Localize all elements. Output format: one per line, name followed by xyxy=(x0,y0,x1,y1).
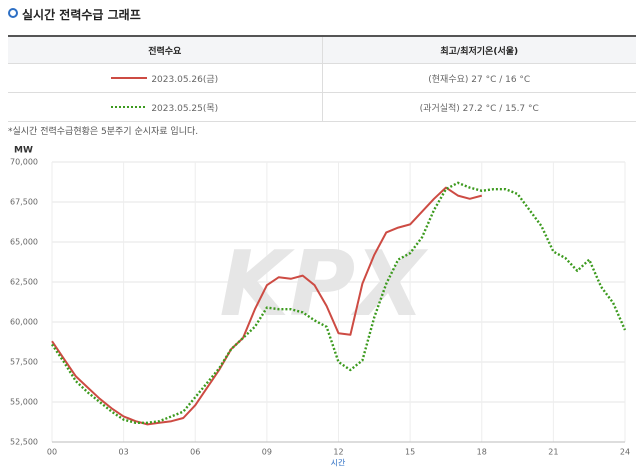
y-tick-label: 65,000 xyxy=(10,238,38,247)
series-line xyxy=(51,181,627,424)
x-tick-label: 09 xyxy=(262,448,272,457)
y-axis-label: MW xyxy=(14,146,33,156)
x-tick-label: 24 xyxy=(620,448,630,457)
x-tick-label: 06 xyxy=(190,448,200,457)
legend-table: 전력수요 최고/최저기온(서울) 2023.05.26(금) (현재수요) 27… xyxy=(8,35,636,122)
y-tick-label: 55,000 xyxy=(10,398,38,407)
note: *실시간 전력수급현황은 5분주기 순시자료 입니다. xyxy=(8,127,199,137)
x-tick-label: 21 xyxy=(548,448,558,457)
x-axis-label: 시간 xyxy=(331,458,346,468)
y-tick-label: 67,500 xyxy=(10,198,38,207)
legend-label: 2023.05.25(목) xyxy=(151,103,219,114)
temp-cell: (현재수요) 27 °C / 16 °C xyxy=(321,64,637,92)
table-row: 2023.05.25(목) (과거실적) 27.2 °C / 15.7 °C xyxy=(8,93,636,122)
legend-label: 2023.05.26(금) xyxy=(151,74,219,85)
header-cell: 최고/최저기온(서울) xyxy=(321,37,637,63)
x-tick-label: 18 xyxy=(477,448,487,457)
x-tick-label: 12 xyxy=(333,448,343,457)
legend-swatch xyxy=(111,106,148,108)
y-tick-label: 70,000 xyxy=(10,158,38,167)
x-tick-label: 03 xyxy=(119,448,129,457)
grid xyxy=(51,161,626,443)
watermark: KPX xyxy=(219,232,429,337)
x-tick-label: 15 xyxy=(405,448,415,457)
table-row: 2023.05.26(금) (현재수요) 27 °C / 16 °C xyxy=(8,64,636,93)
chart: KPX MW 시간 52,500 55,000 57,500 60,000 62,500… xyxy=(10,146,630,468)
y-tick-label: 57,500 xyxy=(10,358,38,367)
header-cell: 전력수요 xyxy=(148,46,182,57)
table-header: 전력수요 최고/최저기온(서울) xyxy=(8,37,636,64)
y-tick-label: 52,500 xyxy=(10,438,38,447)
legend-cell: 2023.05.25(목) xyxy=(8,93,322,121)
temp-cell: (과거실적) 27.2 °C / 15.7 °C xyxy=(321,93,637,121)
title-text: 실시간 전력수급 그래프 xyxy=(22,8,141,22)
section-title: 실시간 전력수급 그래프 xyxy=(8,6,141,23)
legend-cell: 2023.05.26(금) xyxy=(8,64,322,92)
series-line xyxy=(51,186,483,426)
y-tick-label: 62,500 xyxy=(10,278,38,287)
y-tick-label: 60,000 xyxy=(10,318,38,327)
legend-swatch xyxy=(111,77,148,79)
x-tick-label: 00 xyxy=(47,448,57,457)
